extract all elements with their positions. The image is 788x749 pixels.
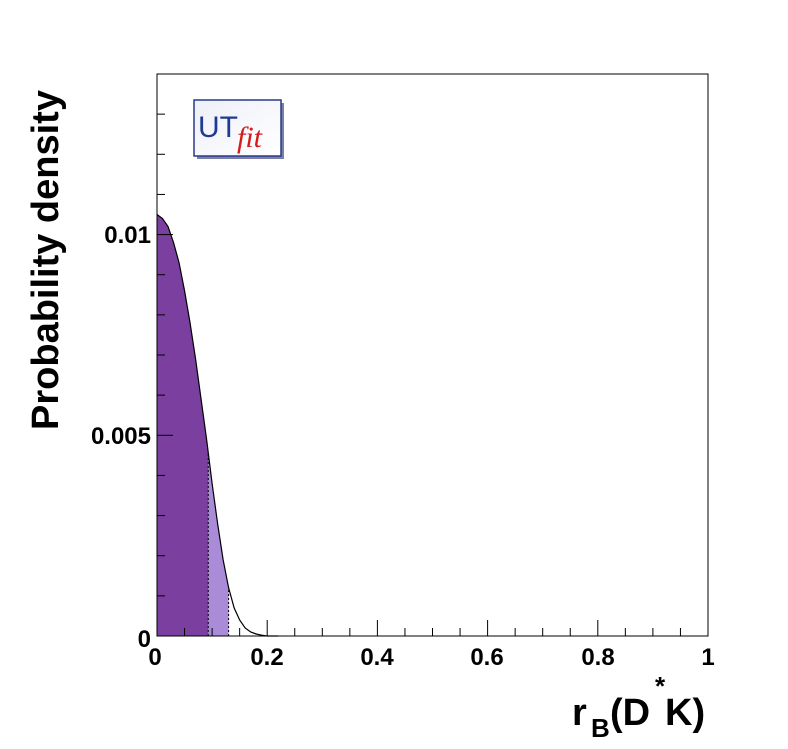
x-tick-label-0.8: 0.8 — [581, 644, 614, 671]
density-curve — [156, 214, 279, 637]
axis-ticks — [156, 73, 709, 637]
logo-text-fit: fit — [237, 121, 263, 154]
region-boundaries — [207, 452, 230, 636]
logo-box — [193, 99, 282, 157]
x-axis-title-main: r — [572, 692, 587, 734]
x-tick-label-0: 0 — [148, 644, 161, 671]
y-axis-title: Probability density — [25, 90, 67, 430]
x-tick-label-0.4: 0.4 — [360, 644, 394, 671]
logo-text-ut: UT — [198, 111, 238, 144]
region-fill-1 — [157, 214, 209, 636]
x-tick-labels: 0 0.2 0.4 0.6 0.8 1 — [148, 644, 714, 671]
x-tick-label-0.2: 0.2 — [250, 644, 283, 671]
x-axis-title-close: K) — [665, 692, 705, 734]
x-tick-label-0.6: 0.6 — [470, 644, 503, 671]
x-axis-title-superscript: * — [655, 671, 666, 701]
utfit-logo: UT fit — [193, 99, 284, 159]
y-tick-label-0: 0 — [138, 626, 151, 653]
x-axis-title: r B (D * K) — [572, 671, 705, 743]
x-tick-label-1: 1 — [701, 644, 714, 671]
y-tick-labels: 0 0.005 0.01 — [91, 222, 151, 653]
y-tick-label-0.005: 0.005 — [91, 423, 151, 450]
y-tick-label-0.01: 0.01 — [104, 222, 151, 249]
x-axis-title-subscript: B — [591, 713, 610, 743]
x-axis-title-open: (D — [610, 692, 650, 734]
probability-regions — [157, 214, 229, 636]
